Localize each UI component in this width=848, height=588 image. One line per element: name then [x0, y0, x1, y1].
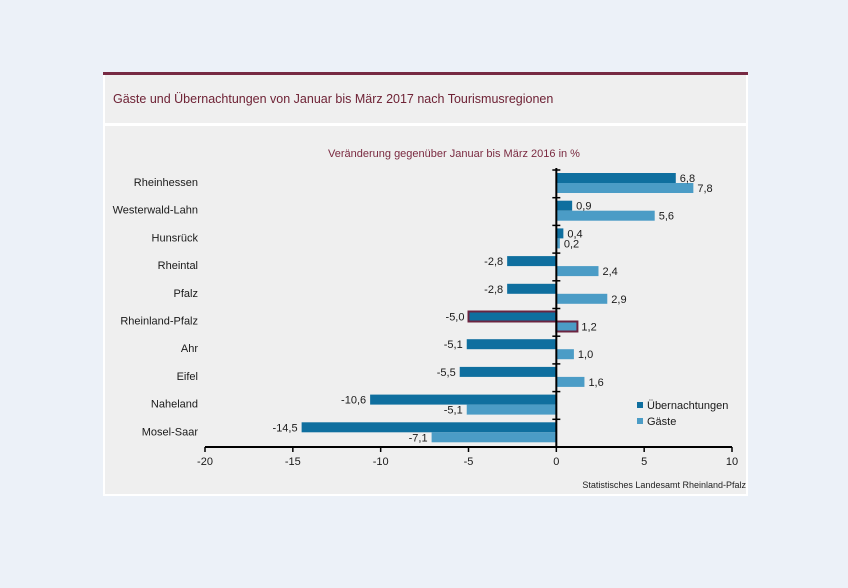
bar-uebernachtungen	[301, 422, 557, 433]
data-label: 0,2	[564, 238, 579, 250]
bar-uebernachtungen	[556, 200, 573, 211]
data-label: -5,5	[437, 367, 456, 379]
data-label: -7,1	[409, 432, 428, 444]
bar-gaeste	[556, 349, 574, 360]
x-tick-label: -5	[464, 456, 474, 468]
data-label: 1,6	[588, 377, 603, 389]
data-label: 0,9	[576, 201, 591, 213]
bar-uebernachtungen	[459, 366, 557, 377]
bar-gaeste	[555, 320, 579, 333]
bar-gaeste	[466, 404, 557, 415]
bar-gaeste	[556, 183, 694, 193]
data-label: -2,8	[484, 284, 503, 296]
data-label: 7,8	[697, 183, 712, 195]
data-label: 1,0	[578, 349, 593, 361]
data-label: -14,5	[273, 422, 298, 434]
category-label: Rheintal	[158, 260, 198, 272]
data-label: -2,8	[484, 256, 503, 268]
x-tick-label: -20	[197, 456, 213, 468]
bar-gaeste	[556, 293, 608, 304]
data-label: 6,8	[680, 173, 695, 185]
legend-label: Gäste	[647, 416, 676, 428]
labels-group: Rheinhessen 6,87,8 Westerwald-Lahn 0,9 5,6 Hu…	[113, 173, 713, 444]
category-label: Westerwald-Lahn	[113, 205, 198, 217]
bar-gaeste	[556, 238, 560, 249]
legend-swatch	[637, 402, 643, 408]
chart-title: Gäste und Übernachtungen von Januar bis …	[113, 92, 554, 106]
bar-uebernachtungen	[556, 228, 564, 239]
bar-uebernachtungen	[507, 283, 557, 294]
legend-label: Übernachtungen	[647, 400, 728, 412]
x-tick-label: 0	[553, 456, 559, 468]
chart-subtitle: Veränderung gegenüber Januar bis März 20…	[328, 148, 580, 160]
chart-card: Gäste und Übernachtungen von Januar bis …	[103, 72, 748, 496]
axes-group: -20 -15 -10 -5 0 5 10	[197, 168, 738, 468]
data-label: 5,6	[659, 211, 674, 223]
x-tick-label: 5	[641, 456, 647, 468]
bar-uebernachtungen	[466, 339, 557, 350]
category-label: Eifel	[177, 371, 198, 383]
legend: Übernachtungen Gäste	[637, 400, 728, 428]
category-label: Hunsrück	[152, 232, 199, 244]
data-label: -5,0	[446, 312, 465, 324]
category-label: Rheinland-Pfalz	[120, 316, 198, 328]
x-tick-label: -15	[285, 456, 301, 468]
category-label: Pfalz	[174, 288, 198, 300]
data-label: 1,2	[581, 322, 596, 334]
data-label: 0,4	[567, 228, 582, 240]
x-tick-label: 10	[726, 456, 738, 468]
legend-swatch	[637, 418, 643, 424]
data-label: -5,1	[444, 339, 463, 351]
bar-uebernachtungen	[370, 394, 557, 405]
bar-chart: Veränderung gegenüber Januar bis März 20…	[113, 148, 746, 490]
category-label: Mosel-Saar	[142, 426, 199, 438]
category-label: Rheinhessen	[134, 177, 198, 189]
bar-gaeste	[556, 210, 655, 221]
bar-gaeste	[556, 376, 585, 387]
chart-header: Gäste und Übernachtungen von Januar bis …	[105, 75, 746, 123]
source-note: Statistisches Landesamt Rheinland-Pfalz	[582, 480, 746, 490]
bar-uebernachtungen	[467, 310, 558, 323]
bars-group	[301, 173, 694, 443]
data-label: -10,6	[341, 395, 366, 407]
data-label: 2,4	[602, 266, 617, 278]
x-tick-label: -10	[373, 456, 389, 468]
bar-uebernachtungen	[556, 173, 676, 183]
accent-rule	[103, 72, 748, 75]
data-label: 2,9	[611, 294, 626, 306]
data-label: -5,1	[444, 405, 463, 417]
bar-uebernachtungen	[507, 256, 557, 267]
bar-gaeste	[556, 266, 599, 277]
chart-panel: Veränderung gegenüber Januar bis März 20…	[105, 126, 746, 494]
category-label: Ahr	[181, 343, 198, 355]
category-label: Naheland	[151, 399, 198, 411]
bar-gaeste	[431, 432, 557, 443]
